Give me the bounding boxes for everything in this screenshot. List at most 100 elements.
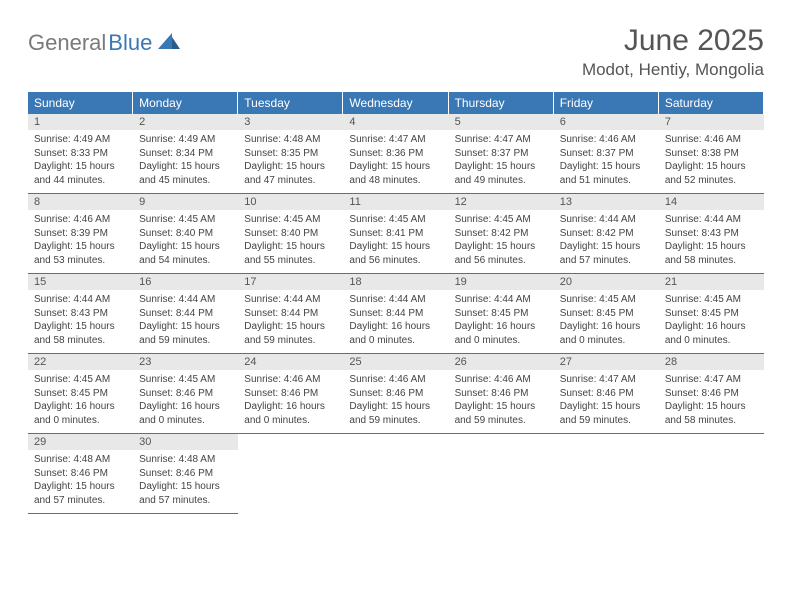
day-cell: 2 Sunrise: 4:49 AMSunset: 8:34 PMDaylight… (133, 114, 238, 194)
day-number: 15 (28, 274, 133, 290)
day-info: Sunrise: 4:44 AMSunset: 8:44 PMDaylight:… (343, 293, 448, 347)
day-info: Sunrise: 4:48 AMSunset: 8:46 PMDaylight:… (28, 453, 133, 507)
day-number: 10 (238, 194, 343, 210)
day-info: Sunrise: 4:45 AMSunset: 8:41 PMDaylight:… (343, 213, 448, 267)
day-info: Sunrise: 4:49 AMSunset: 8:33 PMDaylight:… (28, 133, 133, 187)
day-info: Sunrise: 4:48 AMSunset: 8:35 PMDaylight:… (238, 133, 343, 187)
day-cell: 10 Sunrise: 4:45 AMSunset: 8:40 PMDayligh… (238, 194, 343, 274)
calendar-grid: SundayMondayTuesdayWednesdayThursdayFrid… (28, 92, 764, 514)
day-info: Sunrise: 4:45 AMSunset: 8:46 PMDaylight:… (133, 373, 238, 427)
day-info: Sunrise: 4:46 AMSunset: 8:39 PMDaylight:… (28, 213, 133, 267)
day-info: Sunrise: 4:46 AMSunset: 8:46 PMDaylight:… (343, 373, 448, 427)
day-number: 19 (449, 274, 554, 290)
day-info: Sunrise: 4:45 AMSunset: 8:42 PMDaylight:… (449, 213, 554, 267)
day-info: Sunrise: 4:45 AMSunset: 8:40 PMDaylight:… (133, 213, 238, 267)
day-number: 4 (343, 114, 448, 130)
dayhead-monday: Monday (133, 92, 238, 114)
day-info: Sunrise: 4:48 AMSunset: 8:46 PMDaylight:… (133, 453, 238, 507)
logo-triangle-icon (158, 33, 180, 54)
header: General Blue June 2025 Modot, Hentiy, Mo… (28, 24, 764, 80)
title-block: June 2025 Modot, Hentiy, Mongolia (582, 24, 764, 80)
day-number: 2 (133, 114, 238, 130)
day-number: 16 (133, 274, 238, 290)
day-cell: 26 Sunrise: 4:46 AMSunset: 8:46 PMDayligh… (449, 354, 554, 434)
day-number: 21 (659, 274, 764, 290)
day-cell: 9 Sunrise: 4:45 AMSunset: 8:40 PMDaylight… (133, 194, 238, 274)
day-cell: 5Sunrise: 4:47 AMSunset: 8:37 PMDaylight… (449, 114, 554, 194)
day-info: Sunrise: 4:47 AMSunset: 8:36 PMDaylight:… (343, 133, 448, 187)
day-cell: 4 Sunrise: 4:47 AMSunset: 8:36 PMDaylight… (343, 114, 448, 194)
day-info: Sunrise: 4:49 AMSunset: 8:34 PMDaylight:… (133, 133, 238, 187)
day-cell: 30 Sunrise: 4:48 AMSunset: 8:46 PMDayligh… (133, 434, 238, 514)
day-number: 1 (28, 114, 133, 130)
day-info: Sunrise: 4:44 AMSunset: 8:44 PMDaylight:… (133, 293, 238, 347)
day-number: 22 (28, 354, 133, 370)
day-cell: 6Sunrise: 4:46 AMSunset: 8:37 PMDaylight… (554, 114, 659, 194)
logo-text-general: General (28, 30, 106, 56)
day-cell: 19 Sunrise: 4:44 AMSunset: 8:45 PMDayligh… (449, 274, 554, 354)
month-title: June 2025 (582, 24, 764, 58)
empty-cell (449, 434, 554, 514)
day-cell: 7 Sunrise: 4:46 AMSunset: 8:38 PMDaylight… (659, 114, 764, 194)
day-info: Sunrise: 4:46 AMSunset: 8:46 PMDaylight:… (238, 373, 343, 427)
empty-cell (343, 434, 448, 514)
day-info: Sunrise: 4:44 AMSunset: 8:43 PMDaylight:… (28, 293, 133, 347)
day-info: Sunrise: 4:46 AMSunset: 8:46 PMDaylight:… (449, 373, 554, 427)
day-info: Sunrise: 4:44 AMSunset: 8:45 PMDaylight:… (449, 293, 554, 347)
day-number: 26 (449, 354, 554, 370)
day-cell: 29 Sunrise: 4:48 AMSunset: 8:46 PMDayligh… (28, 434, 133, 514)
day-number: 18 (343, 274, 448, 290)
logo: General Blue (28, 24, 180, 56)
day-cell: 14 Sunrise: 4:44 AMSunset: 8:43 PMDayligh… (659, 194, 764, 274)
day-number: 17 (238, 274, 343, 290)
day-info: Sunrise: 4:45 AMSunset: 8:45 PMDaylight:… (659, 293, 764, 347)
day-number: 14 (659, 194, 764, 210)
day-cell: 8 Sunrise: 4:46 AMSunset: 8:39 PMDaylight… (28, 194, 133, 274)
day-number: 29 (28, 434, 133, 450)
day-cell: 1 Sunrise: 4:49 AMSunset: 8:33 PMDaylight… (28, 114, 133, 194)
day-number: 24 (238, 354, 343, 370)
empty-cell (659, 434, 764, 514)
day-number: 27 (554, 354, 659, 370)
day-cell: 22 Sunrise: 4:45 AMSunset: 8:45 PMDayligh… (28, 354, 133, 434)
dayhead-saturday: Saturday (659, 92, 764, 114)
day-number: 23 (133, 354, 238, 370)
day-cell: 15 Sunrise: 4:44 AMSunset: 8:43 PMDayligh… (28, 274, 133, 354)
location-label: Modot, Hentiy, Mongolia (582, 60, 764, 80)
day-cell: 24 Sunrise: 4:46 AMSunset: 8:46 PMDayligh… (238, 354, 343, 434)
day-info: Sunrise: 4:46 AMSunset: 8:38 PMDaylight:… (659, 133, 764, 187)
day-info: Sunrise: 4:44 AMSunset: 8:44 PMDaylight:… (238, 293, 343, 347)
calendar-page: General Blue June 2025 Modot, Hentiy, Mo… (0, 0, 792, 514)
day-info: Sunrise: 4:44 AMSunset: 8:43 PMDaylight:… (659, 213, 764, 267)
dayhead-tuesday: Tuesday (238, 92, 343, 114)
day-number: 7 (659, 114, 764, 130)
day-number: 25 (343, 354, 448, 370)
day-info: Sunrise: 4:47 AMSunset: 8:46 PMDaylight:… (554, 373, 659, 427)
day-cell: 28 Sunrise: 4:47 AMSunset: 8:46 PMDayligh… (659, 354, 764, 434)
day-info: Sunrise: 4:45 AMSunset: 8:45 PMDaylight:… (28, 373, 133, 427)
day-cell: 16 Sunrise: 4:44 AMSunset: 8:44 PMDayligh… (133, 274, 238, 354)
day-cell: 27 Sunrise: 4:47 AMSunset: 8:46 PMDayligh… (554, 354, 659, 434)
day-number: 30 (133, 434, 238, 450)
day-info: Sunrise: 4:44 AMSunset: 8:42 PMDaylight:… (554, 213, 659, 267)
day-info: Sunrise: 4:45 AMSunset: 8:40 PMDaylight:… (238, 213, 343, 267)
day-cell: 13 Sunrise: 4:44 AMSunset: 8:42 PMDayligh… (554, 194, 659, 274)
day-number: 13 (554, 194, 659, 210)
day-info: Sunrise: 4:47 AMSunset: 8:46 PMDaylight:… (659, 373, 764, 427)
day-cell: 23 Sunrise: 4:45 AMSunset: 8:46 PMDayligh… (133, 354, 238, 434)
empty-cell (238, 434, 343, 514)
day-info: Sunrise: 4:45 AMSunset: 8:45 PMDaylight:… (554, 293, 659, 347)
day-number: 5 (449, 114, 554, 130)
empty-cell (554, 434, 659, 514)
day-cell: 17 Sunrise: 4:44 AMSunset: 8:44 PMDayligh… (238, 274, 343, 354)
day-number: 9 (133, 194, 238, 210)
day-info: Sunrise: 4:46 AMSunset: 8:37 PMDaylight:… (554, 133, 659, 187)
day-number: 8 (28, 194, 133, 210)
dayhead-thursday: Thursday (449, 92, 554, 114)
day-cell: 25 Sunrise: 4:46 AMSunset: 8:46 PMDayligh… (343, 354, 448, 434)
day-number: 3 (238, 114, 343, 130)
day-cell: 12 Sunrise: 4:45 AMSunset: 8:42 PMDayligh… (449, 194, 554, 274)
day-cell: 20Sunrise: 4:45 AMSunset: 8:45 PMDayligh… (554, 274, 659, 354)
day-number: 12 (449, 194, 554, 210)
day-number: 28 (659, 354, 764, 370)
